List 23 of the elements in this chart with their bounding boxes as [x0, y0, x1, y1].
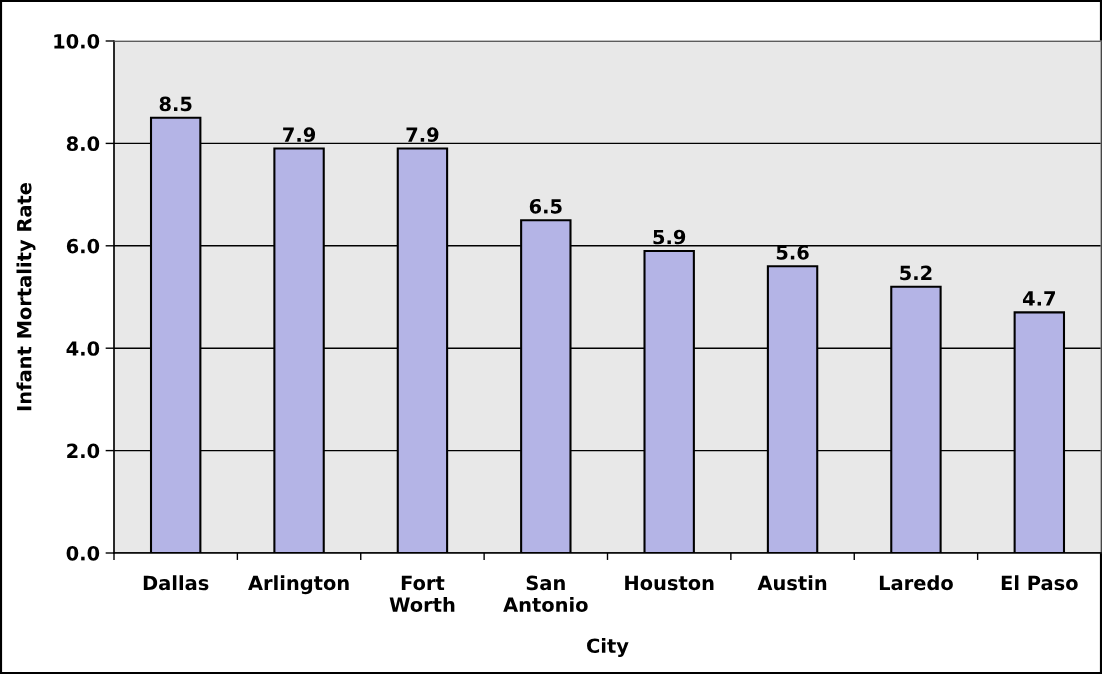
x-tick-label: Dallas: [143, 575, 209, 591]
x-axis-title: City: [587, 638, 629, 658]
data-label: 8.5: [159, 96, 192, 112]
y-tick-label: 10.0: [54, 33, 100, 49]
data-label: 5.9: [653, 229, 686, 245]
data-label: 6.5: [529, 198, 562, 214]
y-tick-label: 8.0: [66, 136, 100, 152]
x-tick-label: Laredo: [879, 575, 953, 591]
x-tick-label: San Antonio: [503, 575, 588, 613]
x-tick-label: Austin: [757, 575, 827, 591]
y-axis-title: Infant Mortality Rate: [16, 182, 36, 411]
y-tick-label: 0.0: [66, 545, 100, 561]
y-tick-label: 6.0: [66, 238, 100, 254]
y-tick-label: 2.0: [67, 443, 100, 459]
data-label: 7.9: [283, 127, 316, 142]
x-tick-label: Houston: [625, 575, 714, 591]
data-label: 5.2: [900, 265, 932, 281]
x-tick-label: Arlington: [248, 575, 349, 595]
x-tick-label: El Paso: [1001, 575, 1078, 591]
y-tick-label: 4.0: [66, 341, 100, 356]
x-tick-label: Fort Worth: [389, 575, 455, 613]
data-label: 7.9: [406, 127, 439, 142]
data-label: 4.7: [1022, 291, 1055, 306]
